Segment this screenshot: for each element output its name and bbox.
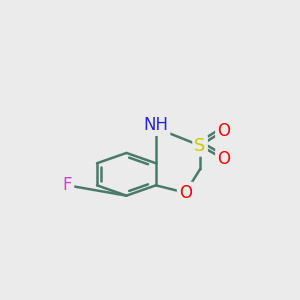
Text: O: O — [217, 150, 230, 168]
Text: S: S — [194, 136, 206, 154]
Text: O: O — [217, 122, 230, 140]
Text: NH: NH — [143, 116, 168, 134]
Text: O: O — [179, 184, 192, 202]
Text: F: F — [63, 176, 72, 194]
